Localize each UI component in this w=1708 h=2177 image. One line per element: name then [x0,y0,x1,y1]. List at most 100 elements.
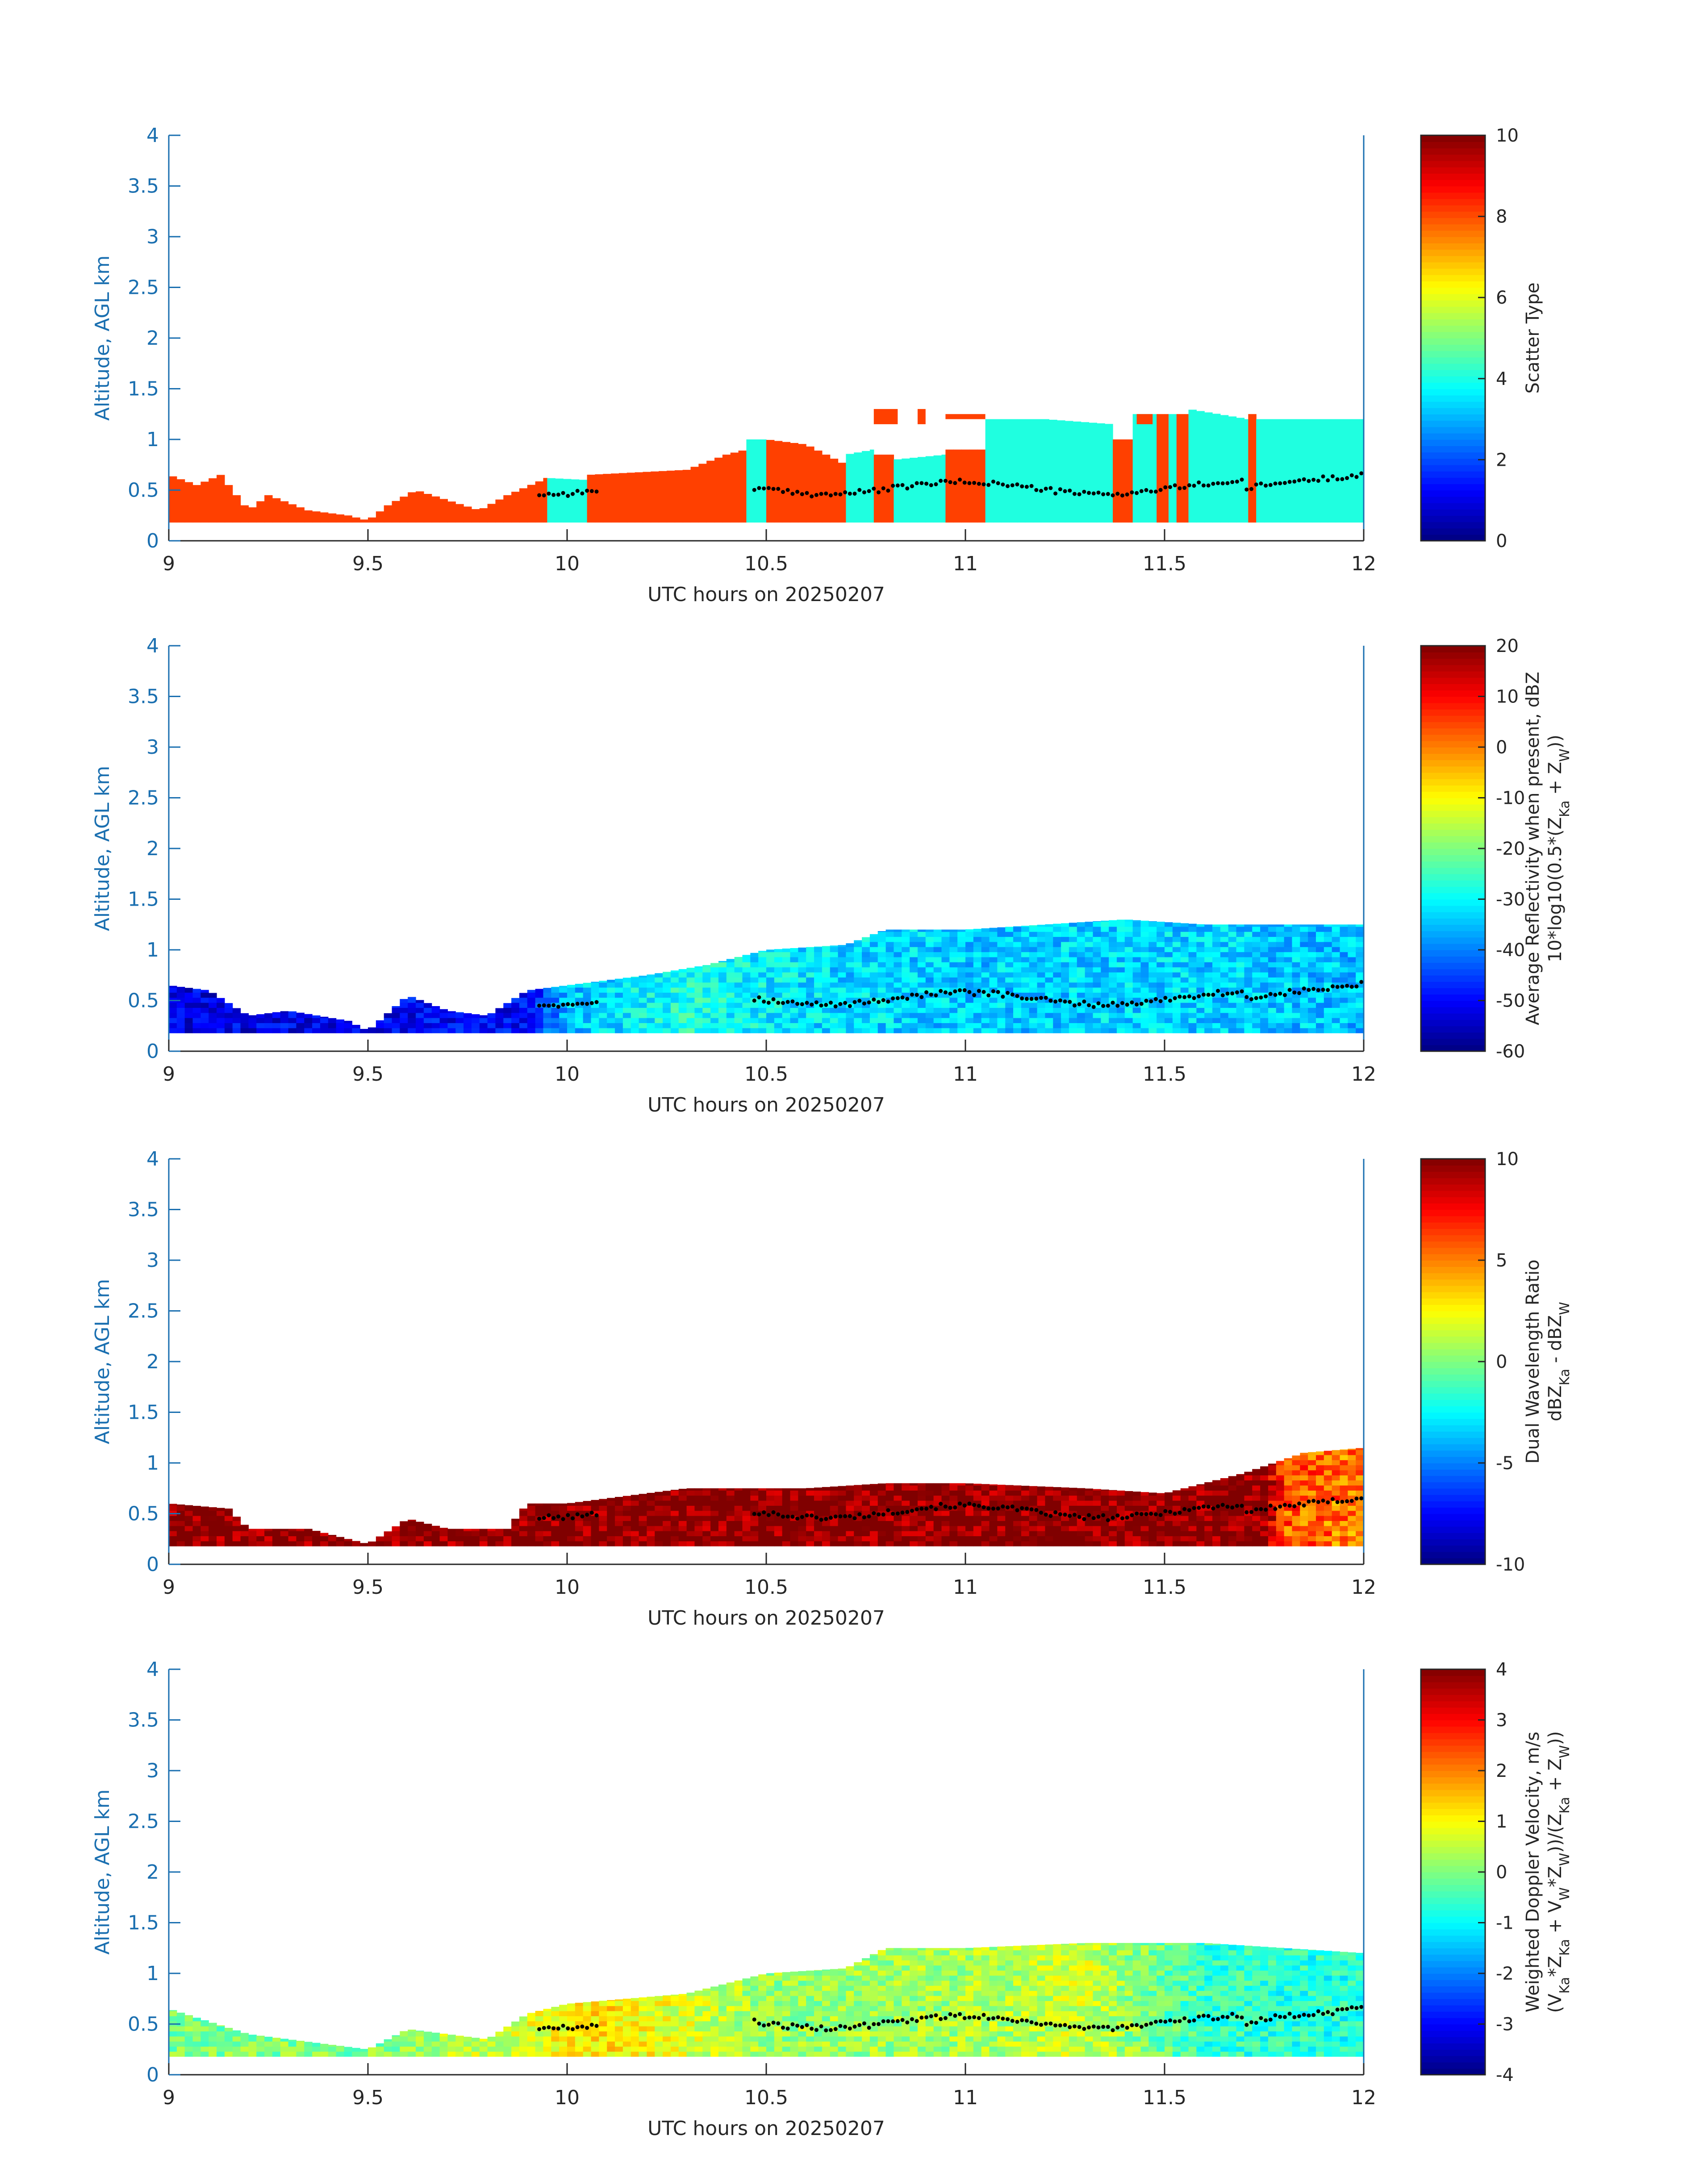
heatmap-cell [925,1521,934,1526]
heatmap-cell [941,1531,950,1537]
heatmap-cell [949,1531,958,1537]
cloud-base-dot [843,490,848,494]
heatmap-cell [1069,1007,1077,1013]
heatmap-cell [1292,987,1300,993]
heatmap-cell [894,1007,902,1013]
heatmap-cell [1260,947,1269,953]
heatmap-cell [1244,932,1253,937]
heatmap-cell [1356,1018,1364,1024]
cloud-base-dot [1240,477,1244,482]
heatmap-cell [774,1500,783,1506]
heatmap-cell [1244,936,1253,942]
cloud-base-dot [561,1003,565,1007]
colorbar-swatch [1421,293,1485,301]
colorbar-swatch [1421,484,1485,491]
heatmap-cell [567,2051,576,2057]
heatmap-cell [1093,941,1101,947]
heatmap-cell [1165,1516,1173,1521]
cloud-base-dot [1024,485,1029,489]
heatmap-cell [615,1536,623,1542]
heatmap-cell [1244,1023,1253,1028]
heatmap-cell [1308,1007,1316,1013]
heatmap-cell [774,1023,783,1028]
heatmap-cell [1124,967,1133,973]
cloud-base-dot [551,1516,556,1520]
heatmap-cell [1021,932,1030,937]
heatmap-cell [925,1510,934,1516]
heatmap-cell [1236,1023,1244,1028]
heatmap-cell [344,1020,352,1024]
heatmap-cell [176,1007,185,1013]
heatmap-cell [192,485,201,523]
heatmap-cell [224,485,233,523]
heatmap-cell [1228,967,1237,973]
heatmap-cell [1077,926,1086,932]
heatmap-cell [647,1541,655,1546]
heatmap-cell [1045,1516,1053,1521]
heatmap-cell [1300,967,1308,973]
heatmap-cell [838,987,846,993]
heatmap-cell [885,1510,894,1516]
heatmap-cell [885,1495,894,1501]
colorbar-formula-text: )) [1545,735,1566,748]
colorbar-swatch [1421,981,1485,988]
heatmap-cell [663,1495,671,1501]
heatmap-cell [1252,1490,1261,1496]
heatmap-cell [997,987,1006,993]
heatmap-cell [1029,1541,1038,1546]
heatmap-cell [1132,1541,1141,1546]
heatmap-cell [232,1541,241,1546]
heatmap-cell [447,2046,456,2052]
heatmap-cell [869,936,878,942]
colorbar-swatch [1421,810,1485,817]
heatmap-cell [885,947,894,953]
heatmap-cell [678,969,687,973]
heatmap-cell [718,1505,727,1511]
heatmap-cell [1005,987,1014,993]
cloud-base-dot [1077,492,1082,497]
heatmap-cell [1124,997,1133,1003]
cloud-base-dot [1268,992,1273,996]
heatmap-cell [1116,992,1125,998]
heatmap-cell [1332,1480,1341,1486]
heatmap-cell [830,972,839,978]
heatmap-cell [248,1529,257,1531]
heatmap-cell [224,2031,233,2037]
colorbar-label: Scatter Type [1523,283,1543,394]
cloud-base-dot [781,1514,785,1519]
heatmap-cell [1244,1007,1253,1013]
heatmap-cell [1101,957,1109,962]
heatmap-cell [718,1012,727,1018]
heatmap-cell [1340,1505,1348,1511]
heatmap-cell [1124,1028,1133,1033]
heatmap-cell [559,2016,568,2022]
heatmap-cell [663,1516,671,1521]
heatmap-cell [200,1510,209,1516]
heatmap-cell [774,949,783,953]
heatmap-cell [1148,926,1157,932]
heatmap-cell [774,1516,783,1521]
heatmap-cell [1284,1018,1293,1024]
heatmap-cell [1220,1023,1229,1028]
heatmap-cell [1029,952,1038,957]
heatmap-cell [1276,1475,1285,1481]
heatmap-cell [790,1500,798,1506]
y-tick-label: 1.5 [128,378,159,401]
heatmap-cell [726,1510,735,1516]
heatmap-cell [631,1012,639,1018]
heatmap-cell [240,2041,249,2047]
heatmap-cell [567,2003,576,2006]
heatmap-cell [989,972,998,978]
heatmap-cell [176,997,185,1003]
colorbar-tick-label: 4 [1496,369,1507,389]
heatmap-cell [647,987,655,993]
heatmap-cell [925,456,934,523]
heatmap-cell [1340,1531,1348,1537]
heatmap-cell [352,1541,360,1546]
heatmap-cell [447,1018,456,1024]
heatmap-cell [479,1529,488,1531]
heatmap-cell [957,1023,966,1028]
heatmap-cell [1300,982,1308,988]
cloud-base-dot [1068,1513,1072,1518]
